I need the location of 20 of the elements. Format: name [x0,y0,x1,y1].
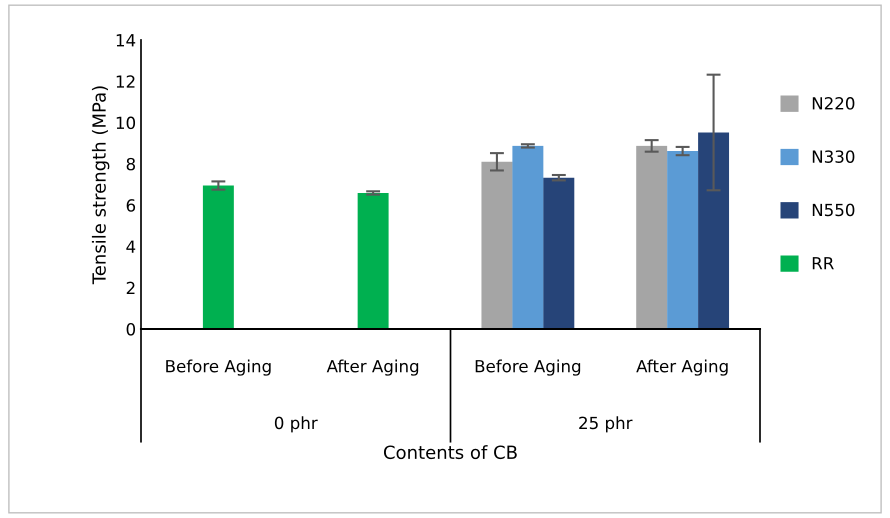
x-tick-label: After Aging [636,360,728,376]
y-axis-title: Tensile strength (MPa) [92,86,110,284]
y-tick-label: 4 [126,240,136,253]
x-axis-title: Contents of CB [384,445,517,460]
x-tick-label: Before Aging [166,360,271,376]
text: 25 phr [579,416,632,432]
y-tick-label: 0 [126,322,136,336]
y-tick-label: 10 [116,116,136,130]
legend-label: N550 [812,204,854,216]
y-tick-label: 14 [116,34,136,46]
y-tick-label: 12 [116,75,134,88]
y-tick-label: 8 [126,158,135,170]
legend-label: N330 [812,150,854,163]
y-tick-label: 6 [126,199,136,212]
x-tick-label: Before Aging [476,360,580,376]
x-tick-label: After Aging [326,360,418,376]
legend-label: RR [812,257,834,270]
y-tick-label: 2 [126,282,134,294]
text: 0 phr [274,416,318,432]
legend-label: N220 [812,97,854,110]
